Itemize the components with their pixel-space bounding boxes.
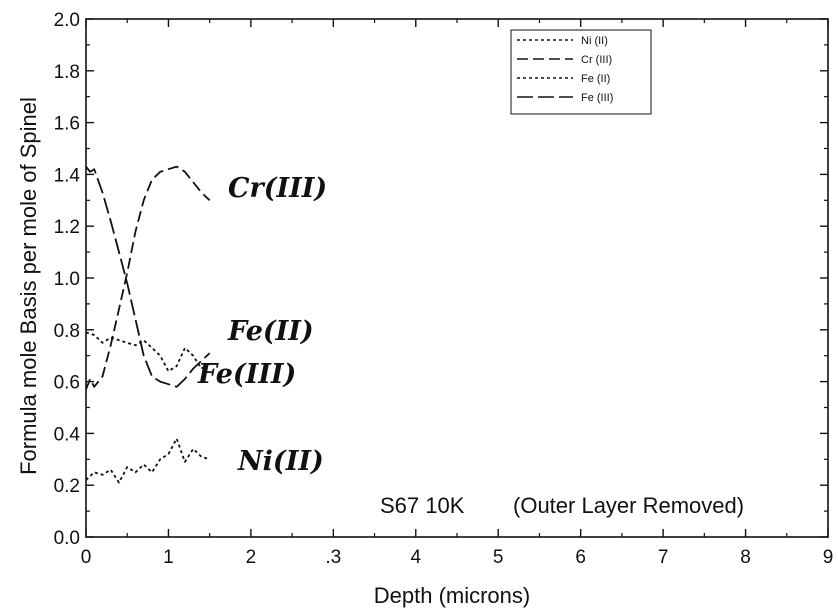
x-axis-label: Depth (microns) — [374, 583, 530, 608]
x-tick-label: 4 — [410, 547, 421, 568]
x-tick-label: 7 — [658, 547, 669, 568]
y-tick-label: 0.4 — [54, 424, 81, 445]
y-tick-label: 2.0 — [54, 10, 80, 31]
y-tick-label: 0.2 — [54, 476, 80, 497]
legend-label: Ni (II) — [581, 35, 608, 47]
series-line-fe-iii — [85, 166, 211, 388]
y-tick-label: 1.2 — [54, 217, 80, 238]
plot-frame — [85, 18, 829, 538]
x-tick-label: 2 — [246, 547, 257, 568]
handwritten-fe2-label: Fe(II) — [227, 316, 314, 347]
legend-label: Fe (II) — [581, 73, 610, 85]
series-line-cr-iii — [85, 165, 211, 390]
y-axis-label: Formula mole Basis per mole of Spinel — [16, 97, 41, 475]
series-line-fe-ii — [85, 331, 211, 373]
x-tick-label: 5 — [493, 547, 504, 568]
x-tick-label: 6 — [575, 547, 586, 568]
x-tick-label: 9 — [823, 547, 834, 568]
x-tick-label: .3 — [325, 547, 341, 568]
y-tick-label: 1.6 — [54, 114, 80, 135]
y-tick-label: 1.0 — [54, 269, 80, 290]
legend-label: Fe (III) — [581, 92, 613, 104]
x-tick-label: 0 — [81, 547, 92, 568]
y-tick-label: 1.4 — [54, 165, 81, 186]
handwritten-ni-label: Ni(II) — [237, 446, 324, 477]
y-tick-label: 1.8 — [54, 62, 80, 83]
legend-label: Cr (III) — [581, 54, 612, 66]
y-tick-label: 0.6 — [54, 373, 80, 394]
y-tick-label: 0.0 — [54, 528, 80, 549]
handwritten-fe3-label: Fe(III) — [197, 359, 296, 390]
x-tick-label: 1 — [163, 547, 174, 568]
series-line-ni-ii — [85, 437, 210, 484]
condition-annotation: (Outer Layer Removed) — [513, 493, 744, 518]
x-tick-label: 8 — [740, 547, 751, 568]
handwritten-cr-label: Cr(III) — [228, 173, 327, 204]
y-tick-label: 0.8 — [54, 321, 80, 342]
sample-annotation: S67 10K — [380, 493, 465, 518]
legend-box — [510, 29, 652, 115]
